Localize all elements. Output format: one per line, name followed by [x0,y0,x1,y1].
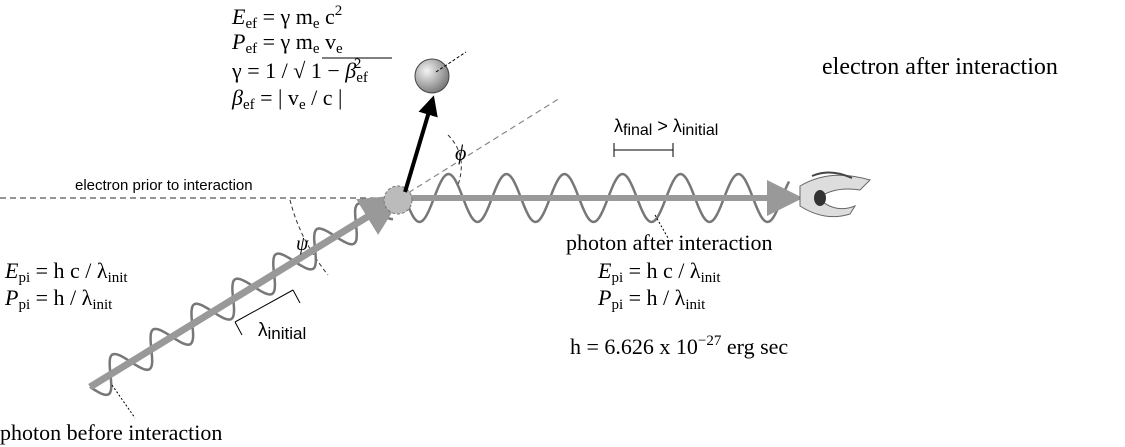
equation: Epi = h c / λinit [4,258,128,286]
electron-after-label: electron after interaction [822,54,1058,80]
equation: Epi = h c / λinit [597,258,721,286]
eye-icon [799,171,871,218]
angle-arc [289,199,329,276]
electron-arrow [403,95,438,193]
collision-point [383,185,413,215]
equation: βef = | ve / c | [231,85,342,113]
photon-before-label: photon before interaction [0,420,222,445]
pointer [654,214,669,239]
angle-arc [447,134,462,186]
planck-constant: h = 6.626 x 10−27 erg sec [570,333,788,359]
electron [414,58,450,94]
equation: Pef = γ me ve [231,29,343,57]
photon-after-label: photon after interaction [566,230,772,255]
bracket [613,143,674,157]
equation: γ = 1 / √ 1 − βef2 [231,56,368,86]
equation: Eef = γ me c2 [231,3,342,32]
angle-phi: ϕ [455,140,466,165]
angle-psi: ψ [296,233,309,255]
wavelength-initial-label: λinitial [258,320,306,343]
bracket [234,289,301,336]
dashed-line [399,97,561,199]
equation: Ppi = h / λinit [597,285,706,313]
equation: Ppi = h / λinit [4,285,113,313]
pointer [111,384,136,419]
dashed-line [435,51,467,73]
photon-before-arrow [88,195,403,390]
wavelength-final-label: λfinal > λinitial [614,116,718,139]
electron-prior-label: electron prior to interaction [75,177,253,194]
